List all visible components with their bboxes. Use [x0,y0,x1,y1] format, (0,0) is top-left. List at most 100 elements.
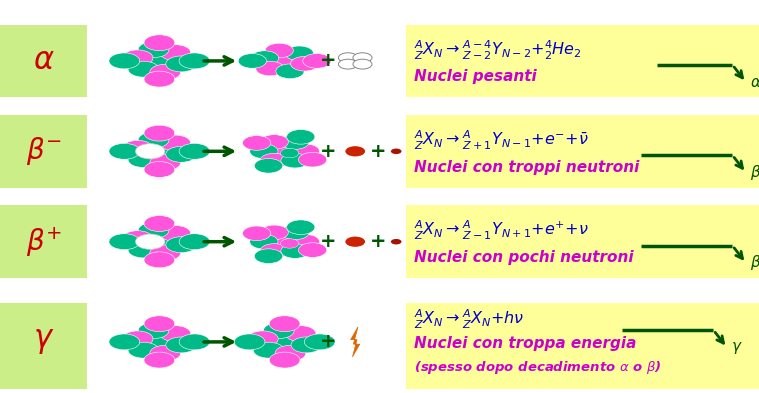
Circle shape [160,226,191,241]
Circle shape [269,352,300,368]
Text: Nuclei con troppa energia: Nuclei con troppa energia [414,336,636,351]
Circle shape [263,140,291,155]
Text: Nuclei pesanti: Nuclei pesanti [414,69,537,84]
Circle shape [128,152,159,167]
Text: (spesso dopo decadimento $\alpha$ o $\beta$): (spesso dopo decadimento $\alpha$ o $\be… [414,359,661,376]
Circle shape [136,338,166,354]
Text: $\beta^{-}$: $\beta^{-}$ [750,163,759,182]
Circle shape [278,330,308,345]
Circle shape [281,153,309,168]
Circle shape [109,143,140,159]
Circle shape [153,148,183,163]
Text: $\mathit{^{A}_{Z}X_{N}{\rightarrow}^{A}_{Z-1}Y_{N+1}{+}e^{+}{+}\nu}$: $\mathit{^{A}_{Z}X_{N}{\rightarrow}^{A}_… [414,219,588,242]
Circle shape [238,53,266,68]
Circle shape [260,135,288,149]
Circle shape [281,225,309,240]
Circle shape [150,154,181,171]
Circle shape [265,43,294,58]
Circle shape [122,140,153,156]
Circle shape [136,238,166,254]
Circle shape [303,53,331,68]
Text: $\mathit{^{A}_{Z}X_{N}{\rightarrow}^{A}_{Z}X_{N}{+}h\nu}$: $\mathit{^{A}_{Z}X_{N}{\rightarrow}^{A}_… [414,307,524,331]
Circle shape [263,323,294,339]
Circle shape [136,330,166,345]
Circle shape [263,238,291,253]
Text: $\alpha$: $\alpha$ [33,46,55,75]
Circle shape [285,326,316,342]
Circle shape [254,249,282,263]
Text: $\beta^{-}$: $\beta^{-}$ [26,135,61,167]
Circle shape [153,230,183,245]
Circle shape [339,53,357,62]
FancyBboxPatch shape [406,205,759,278]
Circle shape [263,57,291,72]
Text: +: + [320,142,336,161]
Circle shape [391,149,402,154]
Circle shape [122,50,153,66]
FancyBboxPatch shape [0,115,87,188]
Circle shape [276,64,304,79]
Circle shape [144,234,175,250]
Circle shape [269,334,300,350]
Circle shape [254,158,282,173]
Circle shape [150,64,181,80]
Circle shape [109,234,140,250]
Circle shape [179,334,209,350]
Circle shape [243,136,271,150]
Circle shape [270,234,299,249]
Circle shape [278,148,307,163]
Circle shape [247,331,279,347]
Circle shape [285,46,313,61]
Circle shape [144,35,175,51]
Circle shape [136,57,166,73]
Circle shape [254,342,284,358]
Circle shape [243,226,271,241]
Circle shape [136,234,165,249]
Circle shape [150,245,181,261]
Circle shape [165,237,197,253]
Circle shape [269,316,300,332]
Circle shape [391,239,402,244]
Circle shape [291,56,319,71]
Circle shape [138,222,169,239]
Circle shape [136,148,166,163]
Text: +: + [320,51,336,70]
Circle shape [250,51,279,66]
Text: +: + [370,142,386,161]
Circle shape [353,59,372,69]
Circle shape [128,61,159,77]
Circle shape [153,330,183,345]
Text: $\alpha$: $\alpha$ [750,75,759,90]
Circle shape [250,144,278,159]
Circle shape [128,242,159,258]
Circle shape [138,42,169,58]
Circle shape [150,345,181,361]
Text: $\mathit{^{A}_{Z}X_{N}{\rightarrow}^{A}_{Z+1}Y_{N-1}{+}e^{-}{+}\bar{\nu}}$: $\mathit{^{A}_{Z}X_{N}{\rightarrow}^{A}_… [414,129,588,152]
Circle shape [144,125,175,141]
Circle shape [298,243,326,257]
Circle shape [345,237,365,247]
FancyBboxPatch shape [0,24,87,97]
Polygon shape [351,327,360,357]
Circle shape [345,146,365,156]
Circle shape [136,139,166,155]
Text: $\beta^{+}$: $\beta^{+}$ [750,253,759,274]
Circle shape [278,230,307,245]
Circle shape [263,50,291,64]
Circle shape [278,140,307,155]
Circle shape [179,143,209,159]
Circle shape [144,53,175,69]
Circle shape [136,49,166,64]
Text: +: + [320,232,336,251]
FancyBboxPatch shape [406,24,759,97]
Circle shape [353,53,372,62]
Circle shape [144,71,175,87]
Circle shape [287,220,315,235]
FancyBboxPatch shape [406,303,759,389]
Circle shape [304,334,335,350]
Circle shape [235,334,265,350]
Circle shape [160,45,191,61]
Text: +: + [370,232,386,251]
Circle shape [153,49,183,64]
Circle shape [261,338,291,354]
